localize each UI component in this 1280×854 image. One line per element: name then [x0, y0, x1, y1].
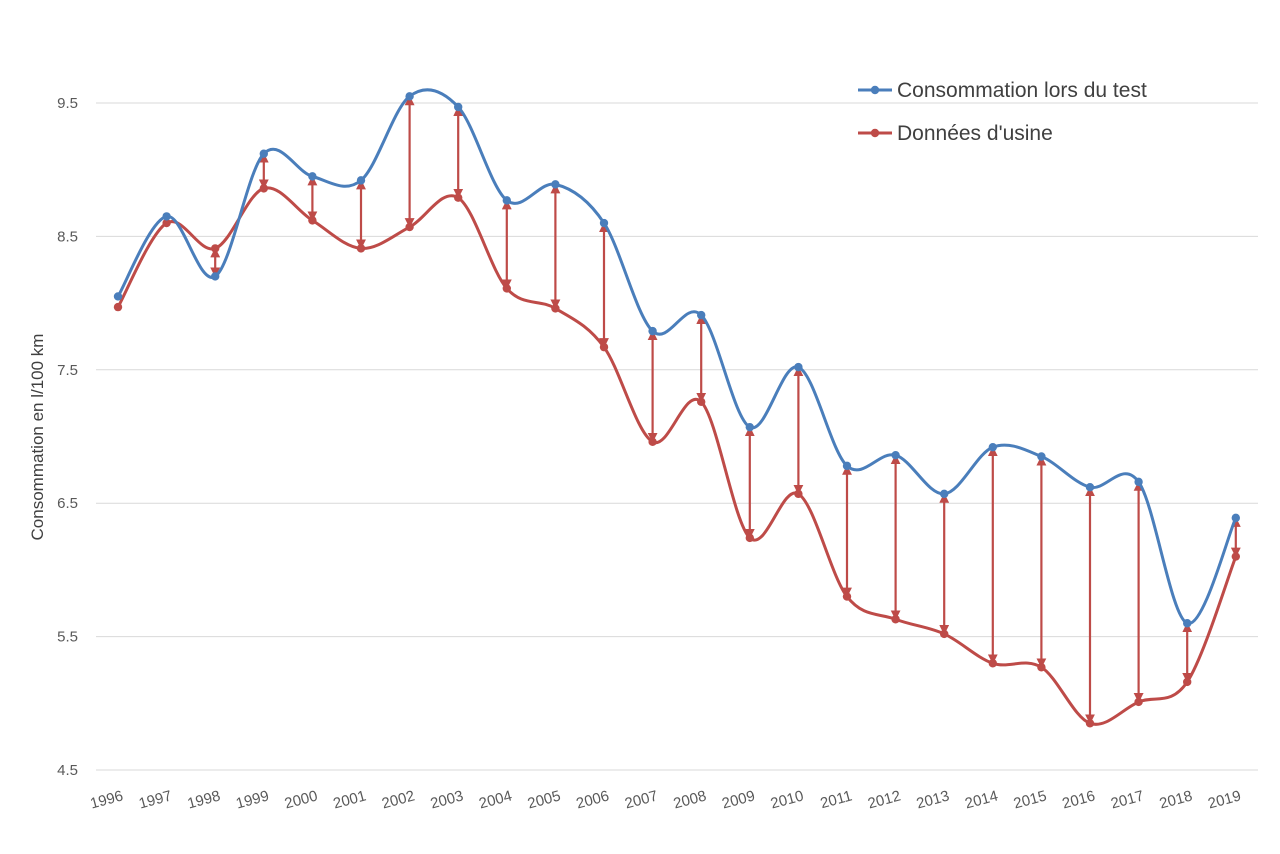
- y-tick-label: 9.5: [57, 95, 78, 112]
- data-point-test: [794, 362, 803, 372]
- x-tick-label: 2006: [574, 787, 611, 812]
- data-point-factory: [745, 533, 754, 543]
- data-point-factory: [891, 615, 900, 624]
- data-point-test: [648, 326, 657, 336]
- x-tick-label: 2018: [1158, 787, 1195, 812]
- legend-entry: Consommation lors du test: [897, 79, 1147, 102]
- legend-swatch-marker: [870, 85, 880, 95]
- x-tick-label: 2011: [818, 787, 854, 812]
- series-points: [113, 92, 1241, 728]
- x-tick-label: 2004: [477, 787, 514, 812]
- data-point-test: [502, 196, 511, 205]
- x-tick-label: 2010: [769, 787, 806, 812]
- y-tick-label: 7.5: [57, 362, 78, 379]
- data-point-factory: [113, 302, 123, 312]
- y-tick-label: 6.5: [57, 495, 78, 512]
- x-tick-label: 2019: [1206, 787, 1243, 812]
- x-tick-label: 2002: [380, 787, 417, 812]
- data-point-test: [1037, 452, 1046, 461]
- data-point-factory: [697, 397, 706, 407]
- data-point-factory: [1183, 677, 1192, 687]
- data-point-factory: [211, 244, 220, 253]
- series-line-factory: [116, 186, 1238, 726]
- x-tick-label: 1996: [88, 787, 125, 812]
- data-point-test: [1134, 477, 1143, 487]
- x-tick-label: 1997: [137, 787, 174, 812]
- data-point-test: [113, 292, 123, 301]
- data-point-factory: [356, 244, 366, 253]
- data-point-factory: [502, 284, 511, 293]
- data-point-test: [940, 489, 949, 499]
- data-point-factory: [1085, 719, 1095, 728]
- data-point-factory: [1037, 663, 1046, 672]
- data-point-factory: [405, 222, 414, 232]
- series-line-test: [116, 88, 1238, 625]
- data-point-test: [454, 102, 463, 112]
- legend-swatch-marker: [870, 128, 880, 138]
- data-point-test: [405, 92, 414, 101]
- data-point-factory: [940, 629, 949, 639]
- data-point-test: [551, 180, 560, 189]
- data-point-factory: [648, 437, 657, 447]
- data-point-factory: [162, 218, 171, 228]
- data-point-test: [697, 310, 706, 320]
- data-point-factory: [551, 304, 560, 313]
- x-tick-label: 2007: [623, 787, 660, 812]
- x-tick-label: 2015: [1012, 787, 1049, 812]
- data-point-test: [211, 272, 220, 281]
- y-tick-label: 5.5: [57, 629, 78, 646]
- data-point-test: [356, 176, 366, 185]
- x-tick-label: 1999: [234, 787, 271, 812]
- data-point-test: [1183, 619, 1192, 628]
- y-tick-label: 8.5: [57, 228, 78, 245]
- y-tick-label: 4.5: [57, 762, 78, 779]
- data-point-test: [599, 218, 609, 228]
- difference-arrows: [210, 95, 1241, 725]
- data-point-test: [891, 450, 900, 460]
- data-point-factory: [794, 489, 803, 499]
- data-point-factory: [1134, 697, 1143, 707]
- x-tick-label: 2012: [866, 787, 903, 812]
- legend: Consommation lors du test Données d'usine: [858, 79, 1147, 145]
- data-point-test: [988, 442, 997, 452]
- data-point-test: [1231, 513, 1241, 523]
- data-point-test: [162, 212, 171, 221]
- data-point-test: [745, 422, 754, 432]
- data-point-factory: [259, 184, 268, 193]
- data-point-factory: [842, 592, 852, 601]
- data-point-test: [1085, 482, 1095, 492]
- x-tick-label: 2017: [1109, 787, 1146, 812]
- data-point-factory: [454, 193, 463, 202]
- data-point-test: [259, 149, 268, 158]
- x-tick-label: 2016: [1060, 787, 1097, 812]
- data-point-factory: [988, 659, 997, 668]
- legend-entry: Données d'usine: [897, 122, 1053, 145]
- x-tick-label: 2009: [720, 787, 757, 812]
- x-tick-label: 2008: [672, 787, 709, 812]
- data-point-test: [842, 461, 852, 471]
- x-tick-label: 2013: [915, 787, 952, 812]
- x-tick-label: 2001: [331, 787, 368, 812]
- x-tick-label: 2003: [429, 787, 466, 812]
- x-tick-label: 2014: [963, 787, 1000, 812]
- x-tick-label: 2000: [283, 787, 320, 812]
- x-tick-label: 1998: [186, 787, 223, 812]
- data-point-factory: [1231, 552, 1241, 561]
- y-axis-ticks: 4.5 5.5 6.5 7.5 8.5 9.5: [57, 95, 78, 779]
- gridlines: [96, 102, 1258, 771]
- y-axis-label: Consommation en l/100 km: [28, 334, 47, 541]
- x-tick-label: 2005: [526, 787, 563, 812]
- x-axis-ticks: 1996 1997 1998 1999 2000 2001 2002 2003 2004 2005…: [88, 787, 1242, 812]
- data-point-test: [308, 172, 317, 181]
- series-lines: [116, 88, 1238, 726]
- data-point-factory: [599, 342, 609, 352]
- data-point-factory: [308, 216, 317, 225]
